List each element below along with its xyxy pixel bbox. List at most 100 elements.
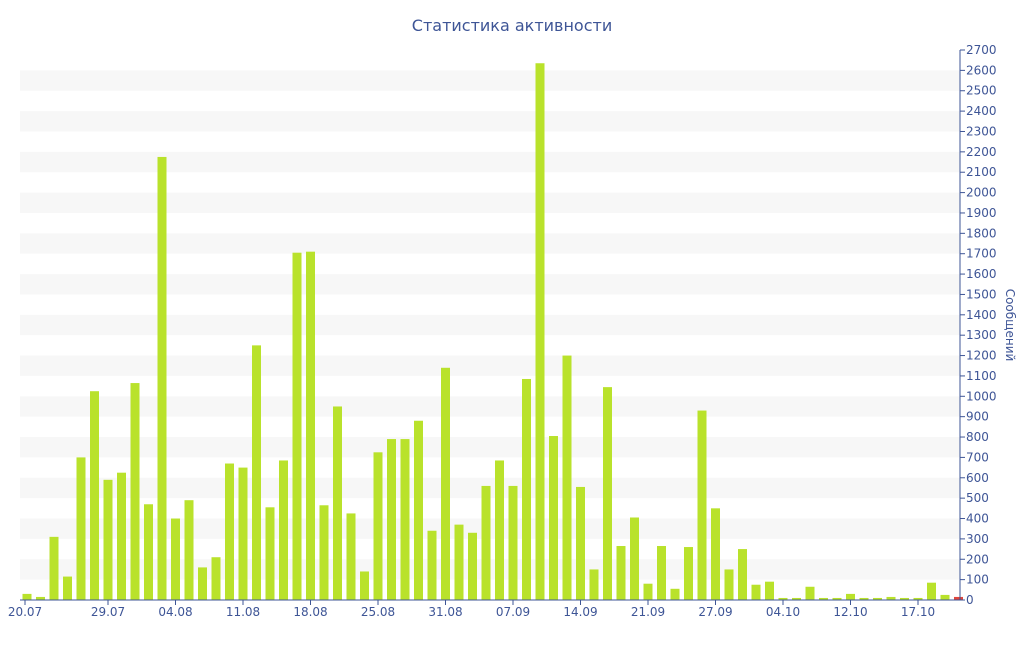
bar bbox=[630, 517, 639, 600]
x-tick-label: 07.09 bbox=[496, 605, 530, 619]
bar bbox=[63, 576, 72, 600]
x-tick-label: 29.07 bbox=[91, 605, 125, 619]
bar bbox=[238, 467, 248, 600]
bar bbox=[130, 383, 140, 600]
x-tick-label: 12.10 bbox=[833, 605, 867, 619]
x-tick-label: 20.07 bbox=[8, 605, 42, 619]
bar bbox=[805, 586, 815, 600]
y-tick-label: 2500 bbox=[966, 84, 997, 98]
x-tick-label: 31.08 bbox=[428, 605, 462, 619]
y-axis: 0 100 200 300 400 500 600 700 800 900 1000 1100 1200… bbox=[959, 43, 997, 607]
bar bbox=[198, 567, 207, 600]
bar bbox=[400, 439, 410, 600]
bar bbox=[738, 549, 747, 600]
y-tick-label: 1300 bbox=[966, 328, 997, 342]
bar bbox=[468, 532, 477, 600]
bar bbox=[778, 597, 788, 600]
bar bbox=[697, 410, 707, 600]
y-tick-label: 1600 bbox=[966, 267, 997, 281]
bar bbox=[333, 406, 342, 600]
y-tick-label: 300 bbox=[966, 532, 989, 546]
bar bbox=[913, 597, 923, 600]
x-tick-label: 04.10 bbox=[766, 605, 800, 619]
bar bbox=[684, 547, 693, 600]
x-tick-label: 27.09 bbox=[698, 605, 732, 619]
bar bbox=[265, 507, 275, 600]
bar bbox=[306, 251, 315, 601]
x-tick-label: 21.09 bbox=[631, 605, 665, 619]
x-tick-label: 14.09 bbox=[563, 605, 597, 619]
x-tick-label: 17.10 bbox=[901, 605, 935, 619]
bar bbox=[819, 597, 828, 600]
grid-band bbox=[20, 70, 960, 91]
bar bbox=[103, 479, 113, 600]
grid-band bbox=[20, 192, 960, 213]
bar bbox=[157, 156, 167, 600]
grid-band bbox=[20, 274, 960, 295]
bar bbox=[211, 557, 221, 600]
y-tick-label: 1900 bbox=[966, 206, 997, 220]
bar bbox=[76, 457, 86, 600]
bar bbox=[373, 452, 383, 600]
bar bbox=[562, 355, 572, 600]
y-tick-label: 400 bbox=[966, 512, 989, 526]
bar bbox=[576, 486, 585, 600]
x-axis: 20.07 29.07 04.08 11.08 18.08 25.08 31.08 07.09… bbox=[8, 599, 960, 619]
bar bbox=[792, 597, 801, 600]
y-tick-label: 1000 bbox=[966, 389, 997, 403]
y-tick-label: 800 bbox=[966, 430, 989, 444]
grid-band bbox=[20, 151, 960, 173]
y-axis-title: Сообщений bbox=[1003, 289, 1017, 362]
y-tick-label: 2400 bbox=[966, 104, 997, 118]
x-tick-label: 11.08 bbox=[226, 605, 260, 619]
y-tick-label: 700 bbox=[966, 450, 989, 464]
bar bbox=[589, 569, 599, 600]
x-tick-label: 25.08 bbox=[361, 605, 395, 619]
bar bbox=[292, 252, 302, 600]
bar bbox=[549, 436, 558, 600]
x-tick-label: 18.08 bbox=[293, 605, 327, 619]
y-tick-label: 0 bbox=[966, 593, 974, 607]
bar bbox=[711, 508, 720, 600]
y-tick-label: 600 bbox=[966, 471, 989, 485]
bar bbox=[535, 63, 545, 601]
y-tick-label: 1800 bbox=[966, 226, 997, 240]
grid-bands bbox=[20, 70, 960, 580]
y-tick-label: 2700 bbox=[966, 43, 997, 57]
y-tick-label: 2300 bbox=[966, 124, 997, 138]
grid-band bbox=[20, 111, 960, 132]
y-tick-label: 100 bbox=[966, 573, 989, 587]
bar bbox=[171, 518, 180, 600]
bar bbox=[495, 460, 504, 600]
grid-band bbox=[20, 233, 960, 254]
bar bbox=[454, 524, 464, 600]
bar bbox=[522, 378, 531, 600]
y-tick-label: 2200 bbox=[966, 145, 997, 159]
bar bbox=[751, 584, 761, 600]
y-tick-label: 1500 bbox=[966, 287, 997, 301]
y-tick-label: 500 bbox=[966, 491, 989, 505]
bar bbox=[90, 391, 99, 600]
bar bbox=[643, 583, 653, 600]
bar bbox=[670, 588, 680, 600]
bar bbox=[36, 596, 45, 600]
bars-group bbox=[22, 63, 963, 601]
y-tick-label: 2100 bbox=[966, 165, 997, 179]
y-tick-label: 1100 bbox=[966, 369, 997, 383]
bar bbox=[616, 546, 626, 600]
bar bbox=[441, 367, 450, 600]
bar bbox=[724, 569, 734, 600]
x-tick-label: 04.08 bbox=[158, 605, 192, 619]
bar bbox=[832, 597, 842, 600]
bar bbox=[49, 536, 59, 600]
bar bbox=[117, 472, 126, 600]
bar bbox=[846, 593, 855, 600]
y-tick-label: 2600 bbox=[966, 63, 997, 77]
bar bbox=[765, 581, 774, 600]
bar bbox=[360, 571, 369, 600]
bar bbox=[414, 420, 423, 600]
bar bbox=[225, 463, 234, 600]
bar bbox=[886, 596, 896, 600]
